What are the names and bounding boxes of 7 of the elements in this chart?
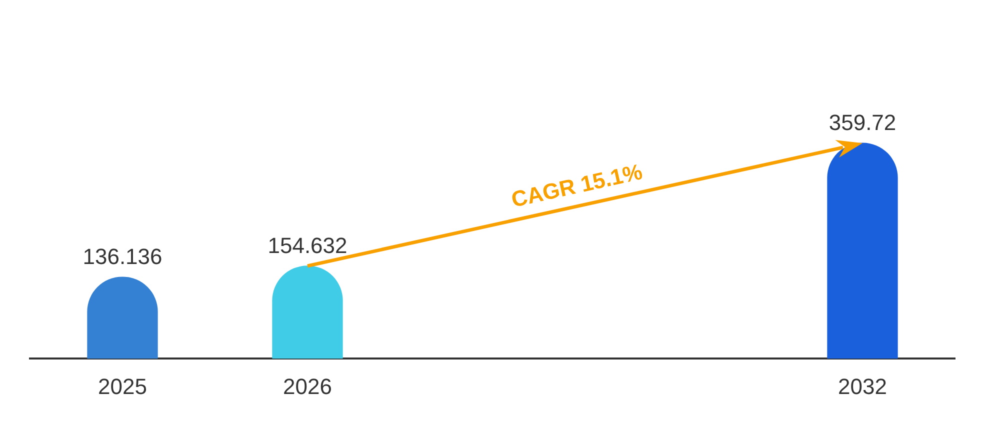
x-tick-label: 2032 xyxy=(838,374,887,399)
data-label: 136.136 xyxy=(82,244,162,270)
x-tick-label: 2026 xyxy=(283,374,332,399)
data-label: 154.632 xyxy=(268,233,348,258)
data-label: 359.72 xyxy=(828,110,896,136)
x-tick-label: 2025 xyxy=(98,374,147,399)
annotation: CAGR 15.1% xyxy=(509,158,645,212)
